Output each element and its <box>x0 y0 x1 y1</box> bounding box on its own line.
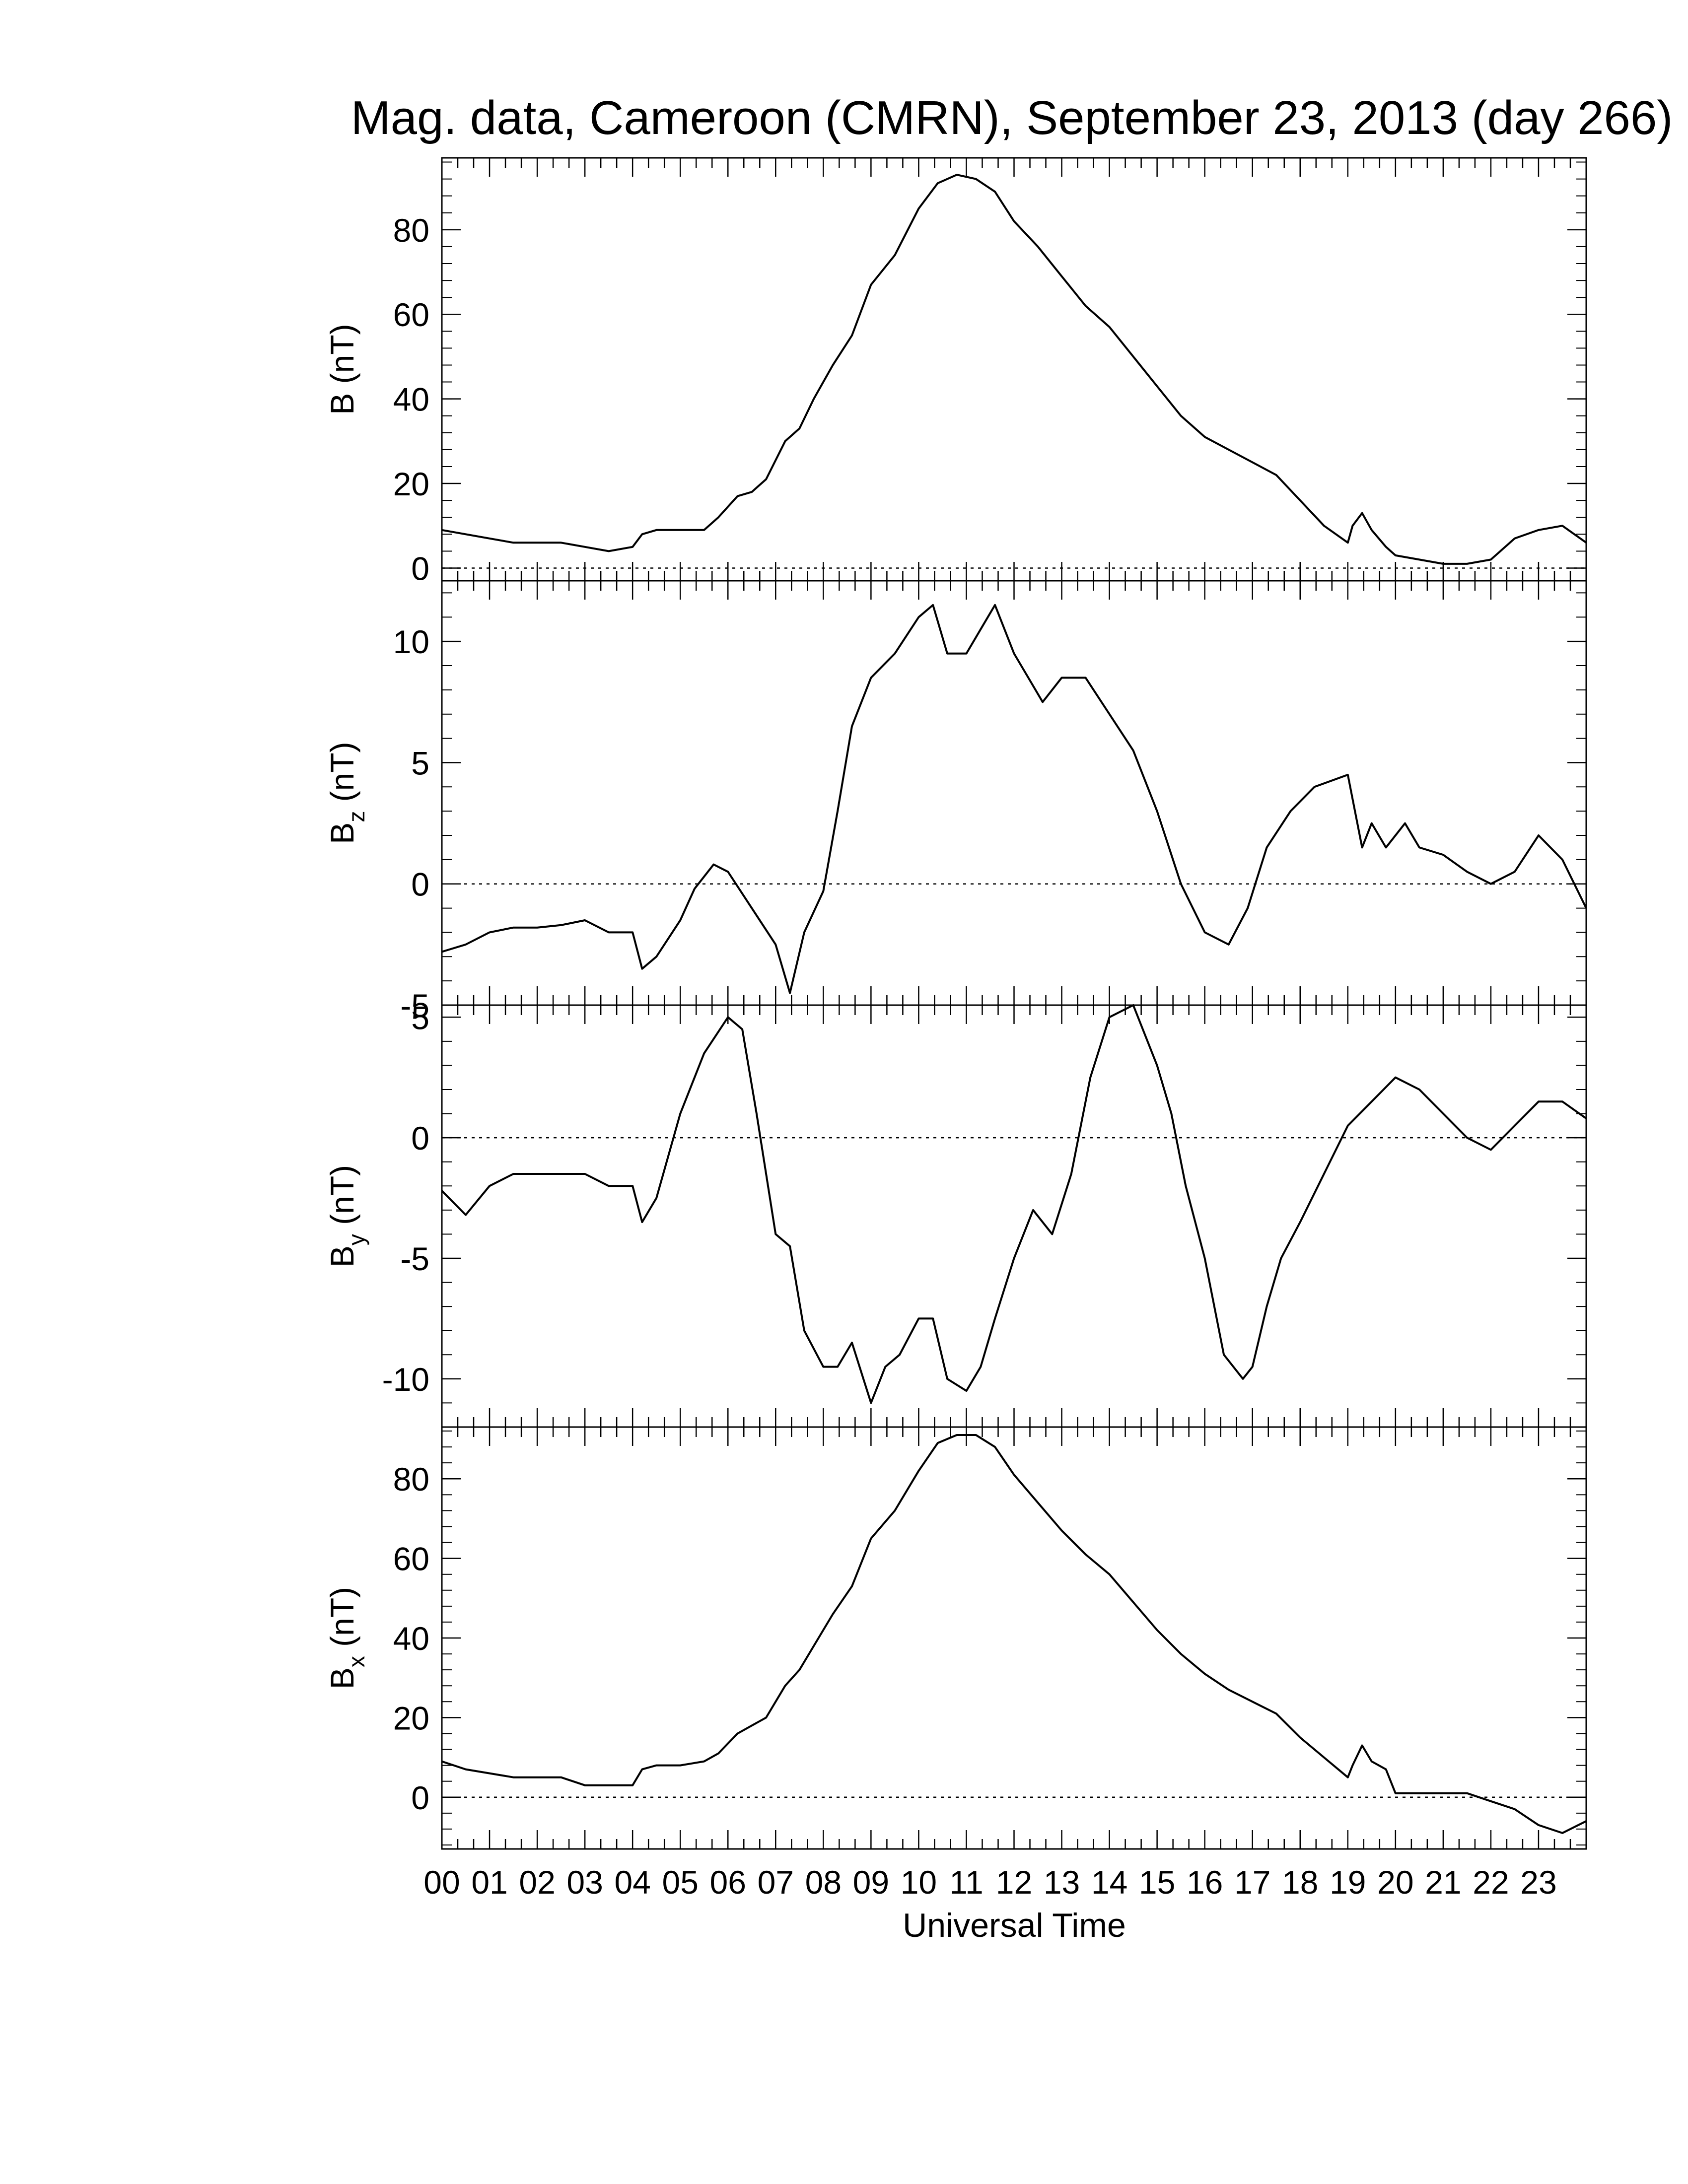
y-tick-label: 0 <box>411 550 429 587</box>
y-axis-label: B (nT) <box>324 324 360 414</box>
x-axis-label: Universal Time <box>903 1907 1126 1944</box>
y-tick-label: 80 <box>393 1461 429 1498</box>
y-tick-label: 5 <box>411 999 429 1036</box>
x-tick-label: 03 <box>566 1864 603 1901</box>
x-tick-label: 07 <box>758 1864 794 1901</box>
panel-2: -5 0 5 10 Bz (nT) <box>324 580 1587 1024</box>
y-tick-label: 60 <box>393 1541 429 1577</box>
y-tick-label: -5 <box>400 1240 429 1277</box>
y-tick-label: 40 <box>393 1620 429 1657</box>
x-tick-label: 09 <box>853 1864 889 1901</box>
x-tick-label: 23 <box>1520 1864 1556 1901</box>
y-tick-label: 20 <box>393 466 429 502</box>
y-tick-label: 40 <box>393 381 429 418</box>
x-tick-label: 06 <box>710 1864 746 1901</box>
x-tick-label: 17 <box>1234 1864 1270 1901</box>
x-tick-label: 08 <box>805 1864 842 1901</box>
panel-3: -10 -5 0 5 By (nT) <box>324 999 1587 1428</box>
x-tick-label: 22 <box>1473 1864 1509 1901</box>
x-tick-label: 19 <box>1330 1864 1366 1901</box>
data-series-line <box>441 174 1587 565</box>
y-tick-label: 20 <box>393 1700 429 1736</box>
y-tick-label: 80 <box>393 212 429 249</box>
x-tick-label: 15 <box>1139 1864 1175 1901</box>
y-axis-label: Bx (nT) <box>324 1587 369 1689</box>
y-tick-label: 0 <box>411 866 429 903</box>
x-tick-label: 21 <box>1425 1864 1461 1901</box>
x-tick-label: 02 <box>519 1864 555 1901</box>
data-series-line <box>441 1004 1587 1404</box>
x-tick-label: 04 <box>614 1864 650 1901</box>
panel-4: 0 20 40 60 80 Bx (nT) <box>324 1426 1587 1850</box>
y-tick-label: 0 <box>411 1779 429 1816</box>
x-tick-label: 10 <box>901 1864 937 1901</box>
y-tick-label: 10 <box>393 623 429 660</box>
y-tick-label: -10 <box>382 1361 429 1398</box>
x-tick-label: 00 <box>423 1864 460 1901</box>
x-tick-label: 13 <box>1044 1864 1080 1901</box>
data-series-line <box>441 1434 1587 1834</box>
x-tick-label: 11 <box>949 1864 984 1901</box>
y-tick-label: 0 <box>411 1120 429 1157</box>
x-tick-label: 18 <box>1282 1864 1318 1901</box>
y-axis-label: By (nT) <box>324 1165 369 1267</box>
x-tick-label: 14 <box>1091 1864 1127 1901</box>
x-tick-label: 20 <box>1377 1864 1413 1901</box>
data-series-line <box>441 604 1587 994</box>
x-tick-label: 16 <box>1187 1864 1223 1901</box>
y-tick-label: 5 <box>411 745 429 781</box>
x-tick-label: 01 <box>471 1864 507 1901</box>
x-tick-label: 05 <box>662 1864 698 1901</box>
panel-1: 0 20 40 60 80 B (nT) <box>324 157 1587 587</box>
y-axis-label: Bz (nT) <box>324 742 369 844</box>
y-tick-label: 60 <box>393 296 429 333</box>
chart-title: Mag. data, Cameroon (CMRN), September 23… <box>351 91 1673 144</box>
x-tick-label: 12 <box>996 1864 1032 1901</box>
y-tick-label: -5 <box>400 987 429 1024</box>
